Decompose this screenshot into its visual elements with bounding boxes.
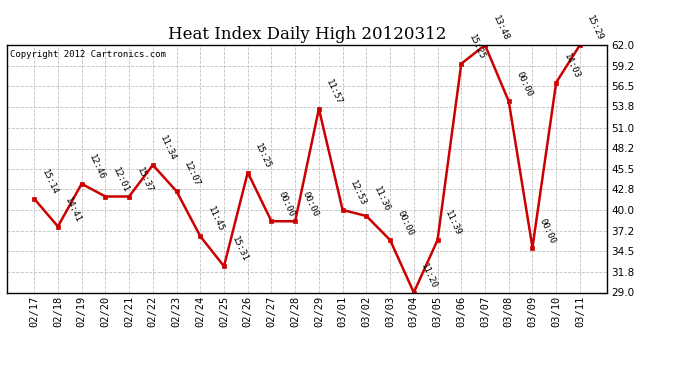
Text: 14:03: 14:03 — [562, 51, 581, 80]
Text: 11:36: 11:36 — [372, 185, 391, 213]
Text: 00:00: 00:00 — [277, 190, 297, 219]
Title: Heat Index Daily High 20120312: Heat Index Daily High 20120312 — [168, 27, 446, 44]
Text: 11:57: 11:57 — [324, 78, 344, 106]
Text: 11:20: 11:20 — [420, 261, 439, 290]
Text: 00:00: 00:00 — [514, 70, 534, 99]
Text: 11:45: 11:45 — [206, 205, 226, 234]
Text: 11:34: 11:34 — [159, 134, 178, 162]
Text: 15:14: 15:14 — [40, 168, 59, 196]
Text: 00:00: 00:00 — [538, 216, 558, 245]
Text: 15:29: 15:29 — [586, 14, 605, 42]
Text: 12:53: 12:53 — [348, 179, 368, 207]
Text: 13:48: 13:48 — [491, 14, 510, 42]
Text: 15:37: 15:37 — [135, 165, 154, 194]
Text: 15:25: 15:25 — [253, 141, 273, 170]
Text: 15:31: 15:31 — [230, 235, 249, 264]
Text: 14:41: 14:41 — [63, 195, 83, 224]
Text: 00:00: 00:00 — [395, 209, 415, 237]
Text: 15:25: 15:25 — [467, 33, 486, 61]
Text: 12:01: 12:01 — [111, 165, 130, 194]
Text: 12:46: 12:46 — [87, 153, 107, 181]
Text: 11:39: 11:39 — [443, 209, 462, 237]
Text: Copyright 2012 Cartronics.com: Copyright 2012 Cartronics.com — [10, 50, 166, 59]
Text: 00:00: 00:00 — [301, 190, 320, 219]
Text: 12:07: 12:07 — [182, 160, 201, 189]
